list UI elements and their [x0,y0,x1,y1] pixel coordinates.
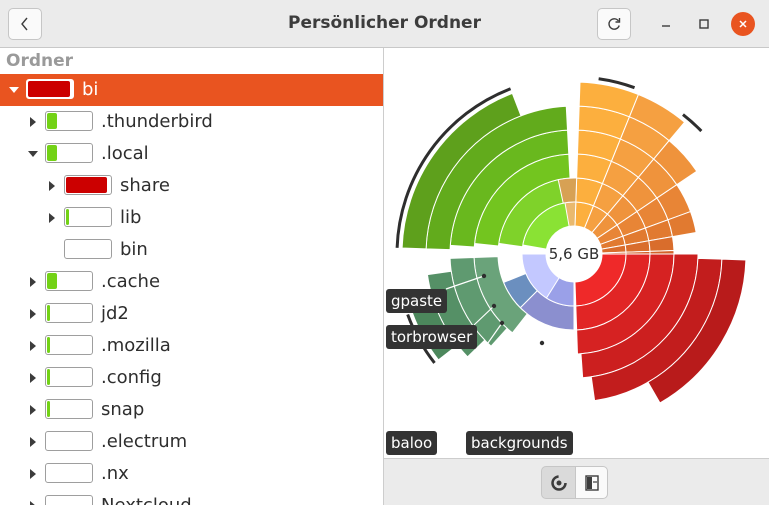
column-header-folder[interactable]: Ordner [6,51,74,71]
close-button[interactable] [731,12,755,36]
ring-segment[interactable] [557,177,578,204]
expander-closed-icon[interactable] [27,276,39,288]
rings-chart-area: 5,6 GB gpaste torbrowser baloo backgroun… [384,48,769,458]
expander-closed-icon[interactable] [27,500,39,505]
size-bar [64,239,112,259]
size-bar [45,463,93,483]
chart-center[interactable] [548,228,600,280]
expander-closed-icon[interactable] [27,404,39,416]
maximize-button[interactable] [692,12,716,36]
callout-leader-line [473,305,495,326]
size-bar [64,175,112,195]
tree-row[interactable]: .thunderbird [0,106,383,138]
size-bar [45,335,93,355]
tree-row[interactable]: .config [0,362,383,394]
expander-open-icon[interactable] [8,84,20,96]
treemap-chart-button[interactable] [575,466,608,499]
view-switcher-bar [384,458,769,505]
tree-row-name: .cache [101,271,161,292]
ring-overflow-mark [598,77,636,90]
rings-chart[interactable]: 5,6 GB [384,48,769,458]
expander-closed-icon[interactable] [27,340,39,352]
tree-row-name: .electrum [101,431,188,452]
callout-leader-line [513,342,543,432]
callout-anchor-dot [499,320,505,326]
size-bar [45,367,93,387]
ring-segment[interactable] [401,92,522,250]
callout-anchor-dot [491,303,497,309]
chevron-left-icon [21,17,28,31]
expander-closed-icon[interactable] [27,372,39,384]
callout-torbrowser: torbrowser [386,325,478,349]
tree-row-name: bi [82,79,99,100]
ring-overflow-mark [395,87,512,248]
expander-closed-icon[interactable] [46,212,58,224]
rings-chart-button[interactable] [541,466,576,499]
tree-row[interactable]: jd2 [0,298,383,330]
rings-chart-icon [550,474,567,491]
ring-segment[interactable] [545,277,575,307]
callout-baloo: baloo [386,431,438,455]
tree-row[interactable]: share [0,170,383,202]
tree-row[interactable]: Nextcloud [0,490,383,505]
tree-row[interactable]: .electrum [0,426,383,458]
reload-button[interactable] [597,8,631,40]
minimize-icon [662,25,670,27]
treemap-chart-icon [584,474,599,491]
folder-tree: Ordner bi .thunderbird .local share lib bin .c… [0,48,384,505]
tree-row-name: .nx [101,463,129,484]
tree-row[interactable]: .mozilla [0,330,383,362]
callout-anchor-dot [539,340,545,346]
tree-row[interactable]: snap [0,394,383,426]
tree-row[interactable]: lib [0,202,383,234]
size-bar [45,431,93,451]
chart-center-label: 5,6 GB [549,245,600,263]
expander-closed-icon[interactable] [27,308,39,320]
size-bar [26,79,74,99]
tree-row-name: snap [101,399,145,420]
maximize-icon [699,19,709,29]
callout-anchor-dot [481,273,487,279]
ring-overflow-mark [682,113,703,133]
size-bar [45,271,93,291]
callout-leader-line [445,275,485,290]
callout-backgrounds: backgrounds [466,431,573,455]
tree-row-name: bin [120,239,148,260]
expander-closed-icon[interactable] [27,436,39,448]
tree-row[interactable]: .local [0,138,383,170]
ring-segment[interactable] [647,258,747,404]
tree-row[interactable]: bin [0,234,383,266]
expander-closed-icon[interactable] [27,468,39,480]
minimize-button[interactable] [654,12,678,36]
back-button[interactable] [8,8,42,40]
close-icon [739,20,747,28]
tree-row-name: .config [101,367,162,388]
tree-row-name: share [120,175,170,196]
tree-row-name: .local [101,143,149,164]
tree-row-name: .mozilla [101,335,171,356]
tree-row-name: Nextcloud [101,495,192,505]
size-bar [45,495,93,505]
size-bar [45,111,93,131]
callout-gpaste: gpaste [386,289,448,313]
expander-open-icon[interactable] [27,148,39,160]
reload-icon [608,18,621,30]
size-bar [45,399,93,419]
header-bar: Persönlicher Ordner [0,0,769,48]
tree-row[interactable]: .cache [0,266,383,298]
expander-closed-icon[interactable] [46,180,58,192]
tree-row[interactable]: bi [0,74,383,106]
size-bar [45,143,93,163]
ring-segment[interactable] [653,139,698,186]
expander-closed-icon[interactable] [27,116,39,128]
callout-leader-line [425,322,503,432]
tree-row[interactable]: .nx [0,458,383,490]
size-bar [45,303,93,323]
size-bar [64,207,112,227]
tree-row-name: jd2 [101,303,129,324]
tree-row-name: lib [120,207,142,228]
tree-row-name: .thunderbird [101,111,213,132]
